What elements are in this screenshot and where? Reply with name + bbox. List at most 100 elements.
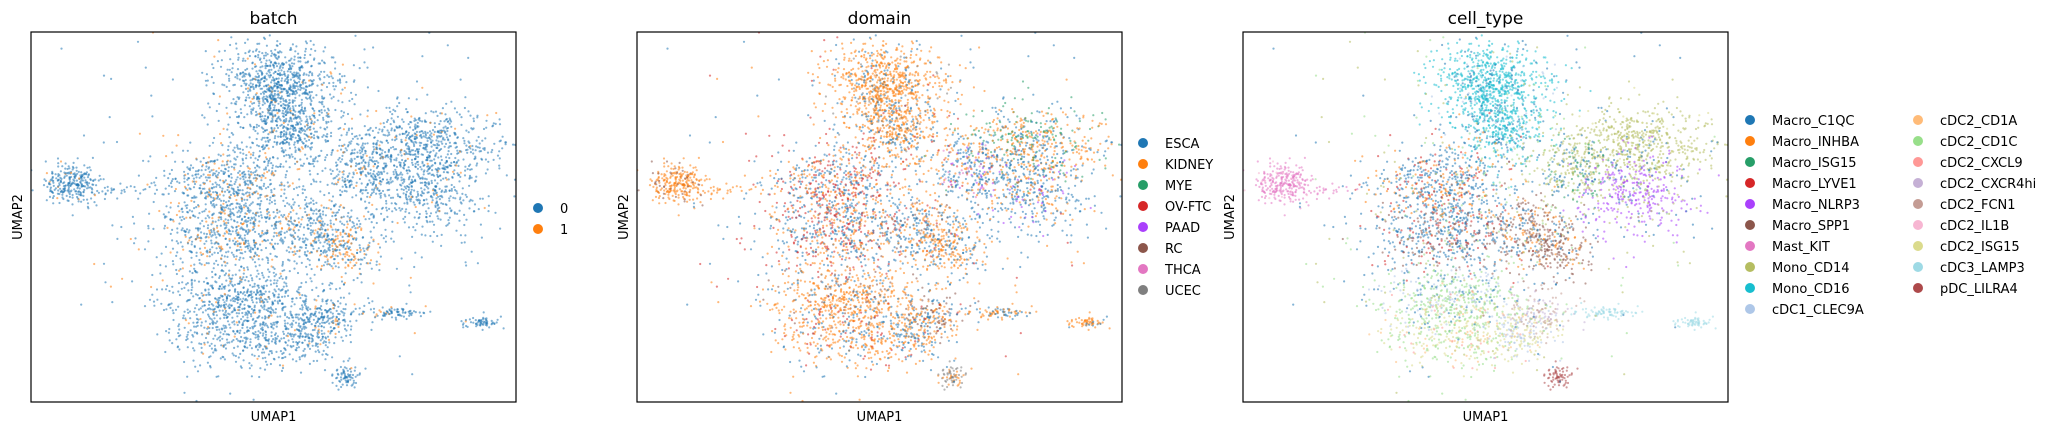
umap-point: [208, 174, 212, 177]
umap-point: [276, 211, 279, 214]
umap-point: [73, 188, 76, 191]
umap-point: [376, 172, 379, 175]
umap-point: [284, 341, 287, 344]
umap-point: [279, 233, 282, 236]
umap-point: [217, 232, 220, 236]
umap-point: [308, 79, 311, 82]
umap-point: [202, 173, 205, 176]
umap-point: [277, 102, 280, 105]
umap-point: [289, 127, 292, 130]
umap-point: [203, 343, 206, 346]
umap-point: [230, 218, 233, 221]
umap-point: [306, 316, 309, 319]
umap-point: [273, 109, 276, 112]
umap-point: [260, 249, 263, 252]
umap-point: [337, 173, 340, 176]
umap-point: [78, 187, 81, 190]
umap-point: [330, 153, 333, 156]
umap-point: [463, 142, 466, 145]
umap-point: [319, 254, 322, 257]
umap-point: [220, 164, 223, 167]
umap-point: [246, 299, 249, 302]
umap-point: [68, 167, 71, 170]
umap-point: [401, 182, 404, 185]
umap-point: [167, 192, 170, 195]
umap-point: [303, 241, 306, 244]
umap-point: [171, 285, 174, 288]
umap-point: [441, 107, 444, 110]
umap-point: [205, 277, 208, 280]
umap-point: [455, 164, 458, 167]
umap-point: [458, 180, 461, 183]
umap-point: [221, 337, 224, 340]
umap-point: [210, 169, 213, 172]
umap-point: [236, 155, 239, 158]
umap-point: [368, 179, 371, 182]
umap-point: [217, 167, 221, 170]
umap-point: [63, 175, 66, 178]
umap-point: [440, 233, 443, 236]
umap-point: [257, 355, 260, 358]
umap-point: [248, 54, 251, 58]
umap-point: [282, 112, 285, 115]
umap-point: [378, 173, 381, 176]
umap-point: [339, 81, 342, 84]
umap-point: [223, 180, 226, 183]
umap-point: [264, 331, 267, 334]
umap-point: [263, 136, 266, 139]
umap-point: [426, 191, 429, 194]
umap-point: [319, 126, 322, 129]
umap-point: [67, 188, 70, 191]
umap-point: [304, 243, 307, 246]
umap-point: [230, 251, 233, 254]
umap-point: [225, 230, 228, 233]
umap-point: [264, 217, 267, 220]
umap-point: [292, 228, 295, 231]
umap-point: [255, 110, 258, 113]
umap-point: [326, 133, 329, 136]
umap-point: [390, 127, 393, 130]
umap-point: [243, 269, 246, 272]
umap-point: [259, 211, 262, 214]
umap-point: [215, 314, 218, 317]
umap-point: [407, 97, 410, 100]
umap-point: [330, 120, 333, 123]
umap-point: [237, 58, 240, 61]
umap-point: [269, 283, 273, 286]
umap-point: [356, 137, 359, 140]
umap-point: [251, 97, 254, 100]
umap-point: [258, 264, 261, 267]
umap-point: [299, 334, 302, 338]
umap-point: [222, 333, 225, 336]
umap-point: [390, 158, 393, 161]
umap-point: [492, 122, 495, 125]
umap-point: [331, 169, 334, 173]
umap-point: [373, 163, 377, 166]
umap-point: [337, 262, 340, 265]
umap-point: [394, 136, 397, 139]
umap-point: [294, 114, 297, 117]
umap-point: [326, 223, 329, 226]
umap-point: [427, 181, 430, 184]
umap-point: [237, 188, 240, 191]
umap-point: [191, 271, 194, 275]
umap-point: [324, 344, 327, 347]
umap-point: [410, 135, 413, 138]
umap-point: [170, 180, 173, 183]
umap-point: [456, 136, 459, 139]
umap-point: [353, 157, 356, 160]
umap-point: [378, 263, 381, 266]
umap-point: [268, 217, 271, 221]
umap-point: [405, 143, 408, 146]
umap-point: [347, 211, 350, 215]
umap-point: [223, 227, 227, 230]
umap-point: [262, 301, 265, 304]
umap-point: [476, 116, 479, 119]
umap-point: [217, 216, 220, 219]
umap-point: [246, 346, 249, 349]
umap-point: [233, 308, 236, 311]
umap-point: [261, 258, 264, 261]
umap-point: [440, 155, 443, 158]
umap-point: [71, 203, 74, 206]
umap-point: [299, 117, 302, 120]
